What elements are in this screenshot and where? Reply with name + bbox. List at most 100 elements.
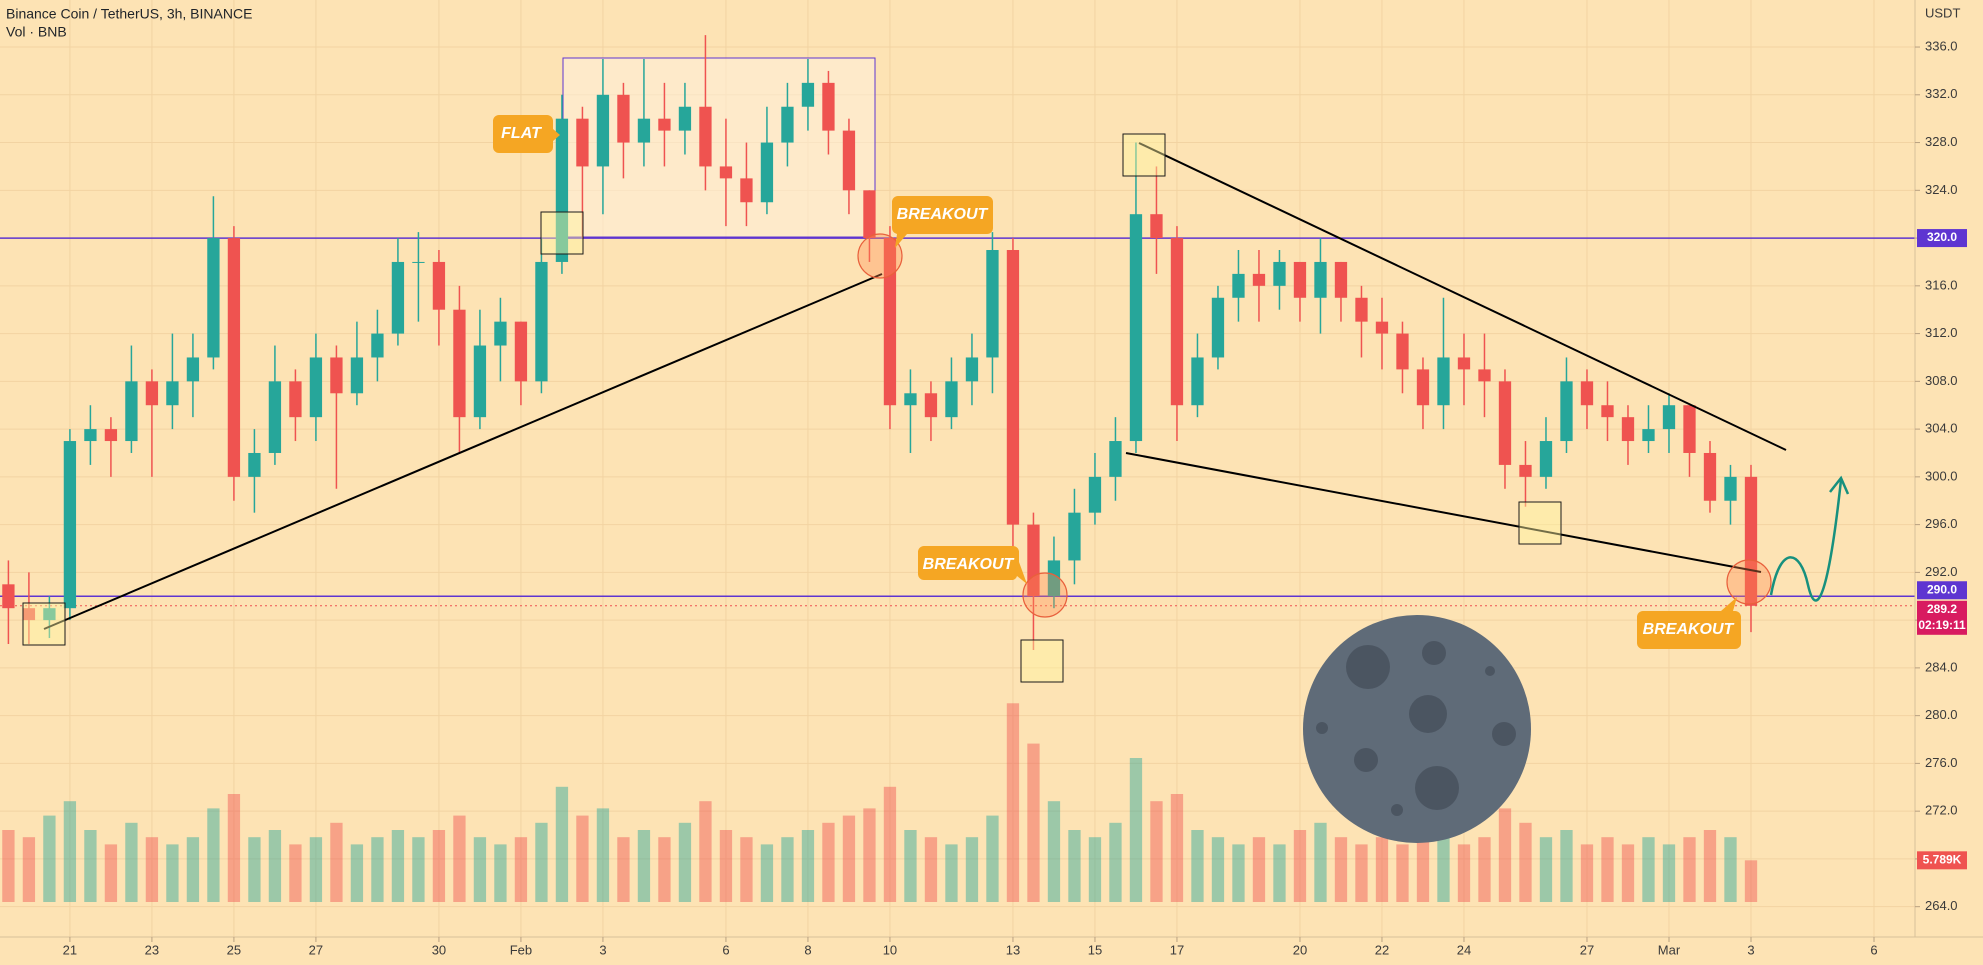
candle-body (1683, 405, 1696, 453)
y-tick-label: 300.0 (1925, 468, 1958, 483)
volume-bar (1683, 837, 1696, 902)
drawings (43, 142, 1787, 630)
candle-body (248, 452, 261, 477)
annotation: BREAKOUT (923, 556, 1015, 573)
x-tick-label: 20 (1293, 942, 1307, 957)
candle-body (924, 393, 938, 418)
x-tick-label: 17 (1170, 942, 1184, 957)
volume-bar (1293, 830, 1307, 902)
volume-bar (658, 837, 671, 902)
y-tick-label: 332.0 (1925, 86, 1958, 101)
box-marker (1122, 133, 1166, 177)
candle-body (227, 238, 241, 477)
box-marker (1518, 501, 1562, 545)
volume-bar (1334, 837, 1348, 902)
annotation: FLAT (501, 125, 542, 142)
volume-bar (801, 830, 815, 902)
volume-bar (145, 837, 159, 902)
volume-bar (1703, 830, 1717, 902)
volume-bar (1252, 837, 1266, 902)
candle-body (1519, 464, 1532, 477)
y-tick-label: 280.0 (1925, 707, 1958, 722)
candle-body (740, 178, 753, 203)
candle-body (330, 357, 343, 394)
candle-body (350, 357, 364, 394)
volume-bar (1150, 801, 1163, 902)
candle-body (453, 309, 466, 418)
candle-body (494, 321, 507, 346)
trend-line (43, 273, 883, 630)
volume-bar (1191, 830, 1204, 902)
volume-bar (1478, 837, 1491, 902)
candle-body (1457, 357, 1471, 370)
candle-body (1621, 417, 1635, 442)
volume-bar (371, 837, 384, 902)
crater (1415, 766, 1459, 810)
crater (1354, 748, 1378, 772)
volume-bar (699, 801, 712, 902)
volume-bar (514, 837, 528, 902)
x-tick-label: 3 (1747, 942, 1754, 957)
breakout-circle (1022, 572, 1068, 618)
axes: 264.0268.0272.0276.0280.0284.0288.0292.0… (63, 38, 1967, 957)
volume-pane (2, 703, 1758, 902)
candle-body (289, 381, 302, 418)
candle-body (432, 261, 446, 310)
volume-bar (2, 830, 15, 902)
volume-bar (883, 786, 897, 902)
volume-bar (268, 830, 282, 902)
volume-bar (904, 830, 917, 902)
candle-body (1088, 476, 1102, 513)
candle-body (842, 130, 856, 191)
box-marker (540, 211, 584, 255)
candle-body (371, 333, 384, 358)
countdown: 02:19:11 (1918, 618, 1966, 632)
levels (0, 237, 1915, 607)
volume-bar (678, 822, 692, 902)
x-tick-label: Feb (510, 942, 532, 957)
volume-bar (1437, 837, 1450, 902)
volume-bar (43, 815, 56, 902)
candle-body (1642, 429, 1655, 442)
volume-tag (1917, 851, 1967, 870)
volume-bar (596, 808, 610, 902)
level-label: 320.0 (1927, 230, 1957, 244)
volume-bar (535, 822, 548, 902)
volume-bar (617, 837, 630, 902)
markers (22, 133, 1562, 683)
annotation: BREAKOUT (1643, 621, 1735, 638)
volume-bar (924, 837, 938, 902)
callout (493, 115, 560, 153)
volume-bar (1724, 837, 1737, 902)
volume-bar (104, 844, 118, 902)
candle-body (555, 118, 569, 262)
x-tick-label: 23 (145, 942, 159, 957)
volume-bar (289, 844, 302, 902)
volume-bar (22, 837, 36, 902)
candle-body (904, 393, 917, 406)
y-tick-label: 328.0 (1925, 134, 1958, 149)
volume-bar (986, 815, 999, 902)
volume-bar (166, 844, 179, 902)
candle-body (186, 357, 200, 382)
volume-bar (965, 837, 979, 902)
y-tick-label: 336.0 (1925, 38, 1958, 53)
x-tick-label: 27 (1580, 942, 1594, 957)
volume-bar (1232, 844, 1245, 902)
crater (1492, 722, 1516, 746)
y-tick-label: 272.0 (1925, 803, 1958, 818)
x-tick-label: 6 (1870, 942, 1877, 957)
candle-body (1314, 261, 1327, 298)
trend-line (1125, 452, 1762, 573)
candle-body (207, 238, 220, 358)
volume-bar (186, 837, 200, 902)
candle-body (678, 106, 692, 131)
x-tick-label: 21 (63, 942, 77, 957)
candle-body (637, 118, 651, 143)
y-tick-label: 292.0 (1925, 564, 1958, 579)
candle-body (822, 82, 835, 131)
volume-bar (945, 844, 958, 902)
crater (1316, 722, 1328, 734)
x-tick-label: 13 (1006, 942, 1020, 957)
candle-body (1109, 441, 1122, 477)
